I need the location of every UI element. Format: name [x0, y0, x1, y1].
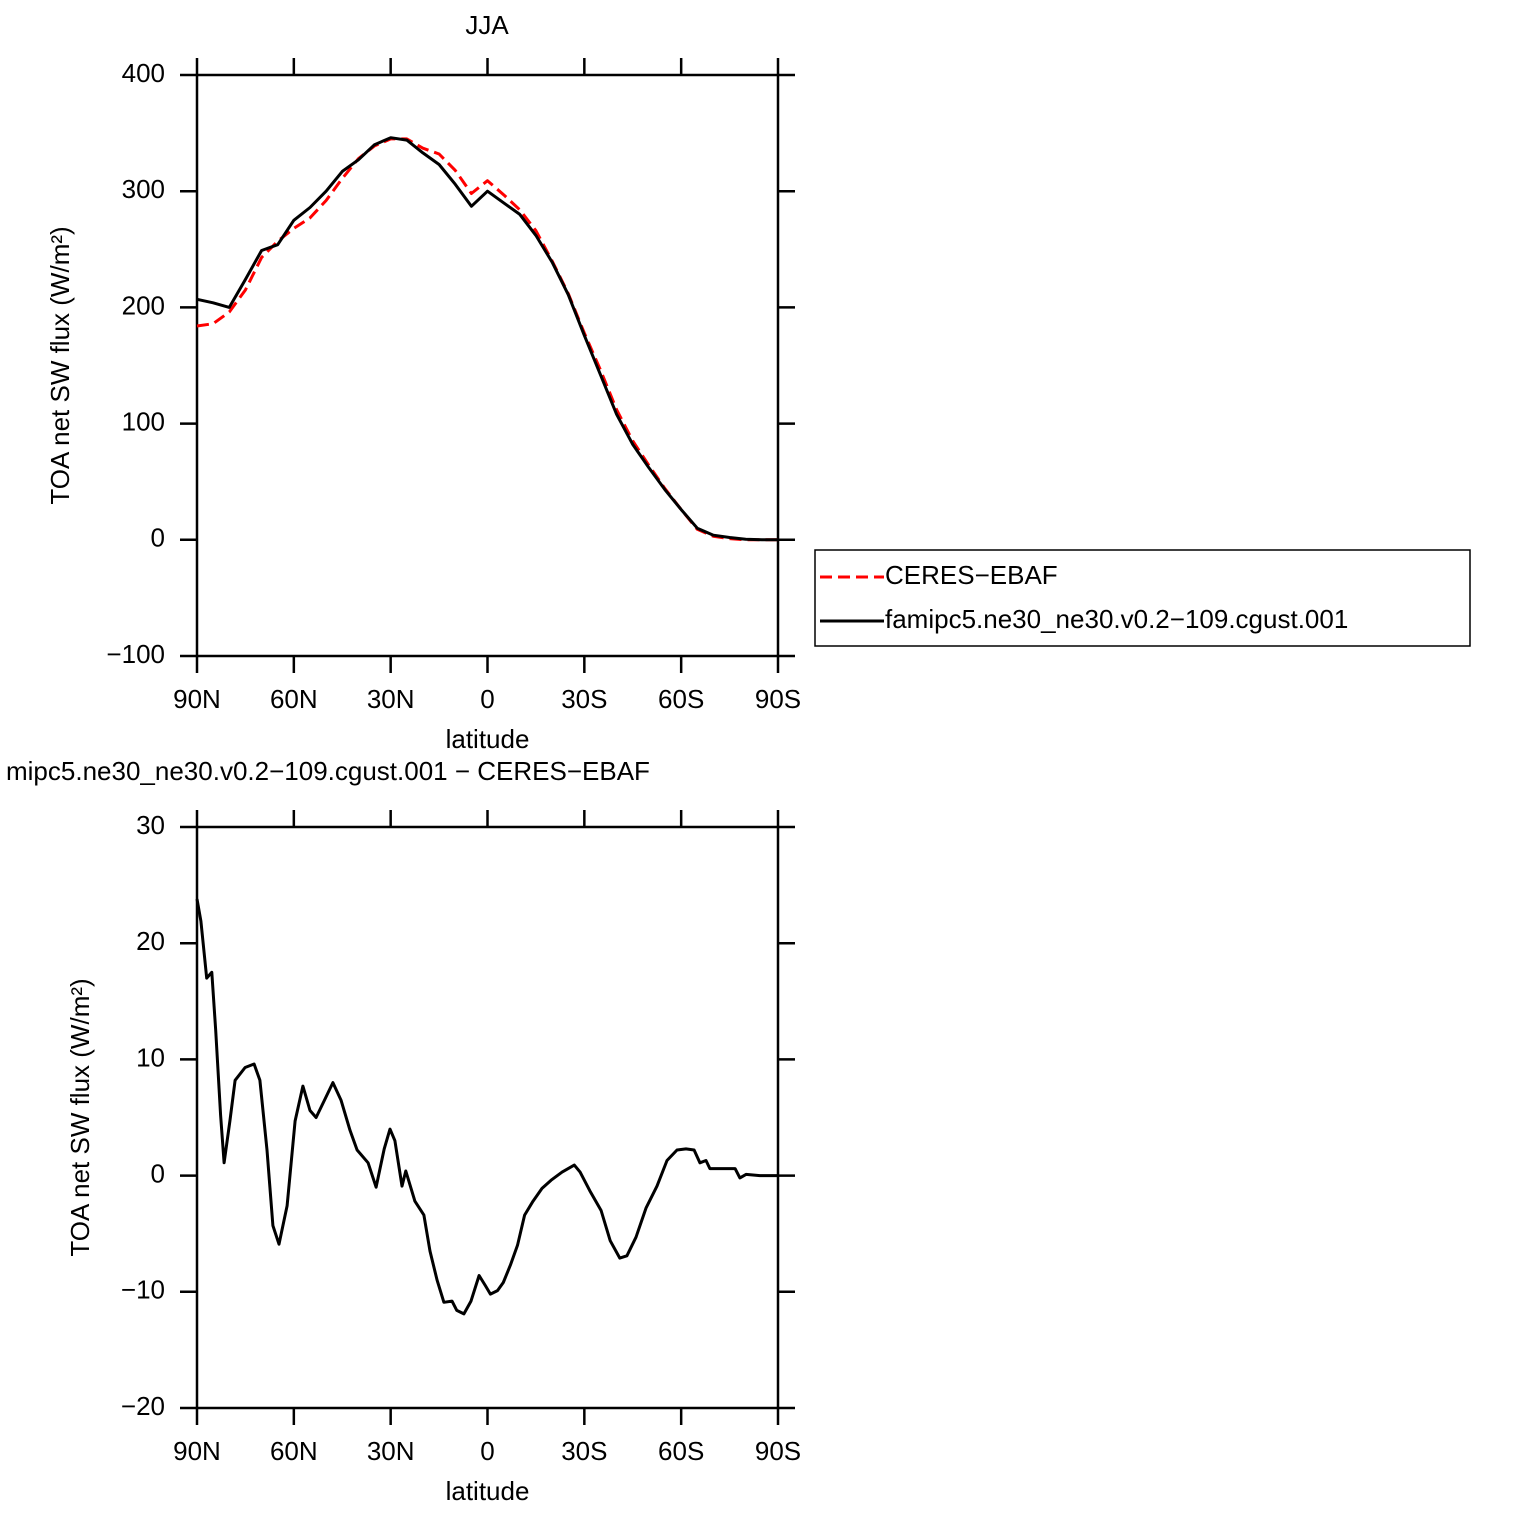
y-tick-label: 20 — [136, 926, 165, 956]
x-tick-label: 60S — [658, 1436, 704, 1466]
chart-title: JJA — [465, 10, 509, 40]
y-tick-label: −20 — [121, 1391, 165, 1421]
legend-label: famipc5.ne30_ne30.v0.2−109.cgust.001 — [885, 604, 1348, 634]
x-tick-label: 30N — [367, 684, 415, 714]
x-tick-label: 90S — [755, 684, 801, 714]
y-axis-label: TOA net SW flux (W/m²) — [45, 226, 75, 504]
plot-frame — [195, 825, 780, 1410]
data-line — [196, 136, 778, 542]
x-tick-label: 30S — [561, 1436, 607, 1466]
y-tick-label: 300 — [122, 174, 165, 204]
y-tick-label: 30 — [136, 810, 165, 840]
x-tick-label: 90N — [173, 684, 221, 714]
chart-title: mipc5.ne30_ne30.v0.2−109.cgust.001 − CER… — [6, 756, 650, 786]
plot-frame — [195, 73, 780, 658]
y-tick-label: 0 — [151, 523, 165, 553]
y-axis-label: TOA net SW flux (W/m²) — [65, 978, 95, 1256]
y-tick-label: 400 — [122, 58, 165, 88]
data-line — [195, 898, 778, 1316]
legend-label: CERES−EBAF — [885, 560, 1058, 590]
x-tick-label: 30S — [561, 684, 607, 714]
x-axis-label: latitude — [446, 724, 530, 754]
x-tick-label: 0 — [480, 684, 494, 714]
y-tick-label: 10 — [136, 1042, 165, 1072]
y-tick-label: 0 — [151, 1158, 165, 1188]
x-axis-label: latitude — [446, 1476, 530, 1506]
y-tick-label: −100 — [106, 639, 165, 669]
legend-box — [814, 549, 1471, 647]
x-tick-label: 90N — [173, 1436, 221, 1466]
x-tick-label: 60N — [270, 684, 318, 714]
x-tick-label: 0 — [480, 1436, 494, 1466]
y-tick-label: 200 — [122, 290, 165, 320]
x-tick-label: 90S — [755, 1436, 801, 1466]
x-tick-label: 60S — [658, 684, 704, 714]
legend: CERES−EBAF famipc5.ne30_ne30.v0.2−109.cgu… — [814, 549, 1471, 647]
y-tick-label: −10 — [121, 1275, 165, 1305]
x-tick-label: 60N — [270, 1436, 318, 1466]
data-line — [196, 137, 778, 542]
x-tick-label: 30N — [367, 1436, 415, 1466]
y-tick-label: 100 — [122, 406, 165, 436]
